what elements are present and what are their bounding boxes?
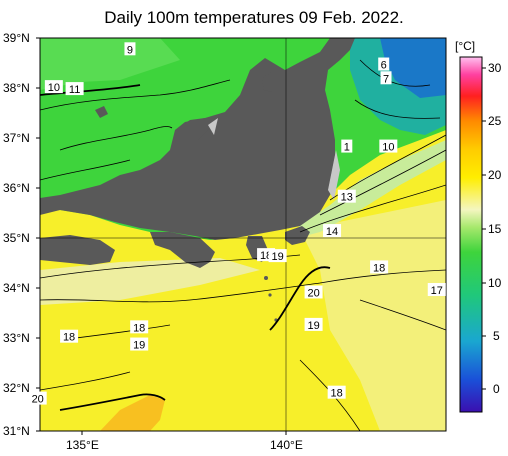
land-kii — [150, 232, 215, 268]
lat-label: 32°N — [3, 381, 30, 395]
contour-label: 18 — [60, 329, 79, 344]
contour-label-text: 19 — [133, 340, 145, 352]
contour-label: 19 — [304, 317, 323, 332]
contour-label: 9 — [124, 42, 136, 56]
graticule — [40, 38, 446, 431]
lat-label: 39°N — [3, 31, 30, 45]
contour-label-text: 20 — [32, 394, 44, 406]
contour-label-text: 17 — [431, 285, 443, 297]
lat-label: 35°N — [3, 231, 30, 245]
contour-label: 6 — [378, 57, 390, 72]
contour-label: 14 — [323, 224, 342, 238]
colorbar-tick-label: 0 — [493, 382, 500, 396]
contour-label-text: 7 — [383, 73, 389, 85]
colorbar-tick-label: 30 — [488, 61, 502, 75]
plot-frame — [39, 37, 447, 432]
colorbar-ticks — [482, 67, 486, 390]
contour-label-text: 1 — [344, 142, 350, 154]
contour-label: 19 — [130, 337, 149, 352]
contour-label: 7 — [380, 71, 392, 85]
contour-label: 11 — [65, 82, 84, 96]
sea-pale-region — [300, 200, 446, 431]
lon-label: 140°E — [270, 438, 303, 452]
contour-label: 19 — [268, 249, 287, 263]
lon-label: 135°E — [66, 438, 99, 452]
contour-label-text: 18 — [133, 322, 145, 334]
contour-lines-bold — [40, 84, 331, 411]
contour-label: 13 — [337, 189, 356, 204]
colorbar — [459, 56, 483, 413]
contour-label: 18 — [130, 320, 149, 334]
lat-label: 38°N — [3, 81, 30, 95]
colorbar-tick-label: 5 — [493, 329, 500, 343]
plot-area — [40, 38, 446, 431]
contour-label-text: 6 — [381, 60, 387, 72]
contour-label: 10 — [44, 80, 63, 94]
contour-label-text: 14 — [326, 226, 338, 238]
colorbar-tick-label: 20 — [488, 168, 502, 182]
contour-label-text: 11 — [69, 84, 80, 96]
contour-label: 17 — [427, 283, 446, 297]
lat-label: 34°N — [3, 281, 30, 295]
sea-pale-coastal — [40, 258, 260, 305]
contour-label-text: 10 — [382, 142, 394, 154]
contour-label-text: 19 — [271, 251, 283, 263]
contour-label-text: 18 — [63, 332, 75, 344]
colorbar-tick-label: 15 — [488, 222, 502, 236]
land-oki — [95, 106, 108, 118]
contour-label-text: 20 — [307, 287, 319, 299]
map-title: Daily 100m temperatures 09 Feb. 2022. — [104, 8, 404, 27]
contour-label: 18 — [327, 385, 346, 400]
contour-label-text: 19 — [307, 320, 319, 332]
contour-label-text: 10 — [48, 82, 60, 94]
land-sado — [262, 72, 278, 92]
axis-ticks — [36, 37, 287, 435]
lat-label: 37°N — [3, 131, 30, 145]
lat-label: 33°N — [3, 331, 30, 345]
contour-label-text: 18 — [331, 388, 343, 400]
contour-label: 20 — [28, 391, 47, 406]
colorbar-tick-label: 25 — [488, 114, 502, 128]
land-noto — [175, 118, 210, 150]
contour-label-text: 13 — [341, 192, 353, 204]
contour-label: 18 — [370, 260, 389, 274]
colorbar-unit: [°C] — [455, 39, 476, 53]
contour-label: 10 — [379, 139, 398, 154]
contour-label: 20 — [304, 285, 323, 299]
contour-label-text: 18 — [373, 262, 385, 274]
lat-label: 36°N — [3, 181, 30, 195]
contour-label: 1 — [341, 139, 353, 154]
land-shikoku — [40, 235, 115, 265]
sea-orange-pocket — [100, 395, 165, 431]
contour-label-text: 9 — [127, 44, 133, 56]
lat-label: 31°N — [3, 424, 30, 438]
colorbar-tick-label: 10 — [488, 276, 502, 290]
